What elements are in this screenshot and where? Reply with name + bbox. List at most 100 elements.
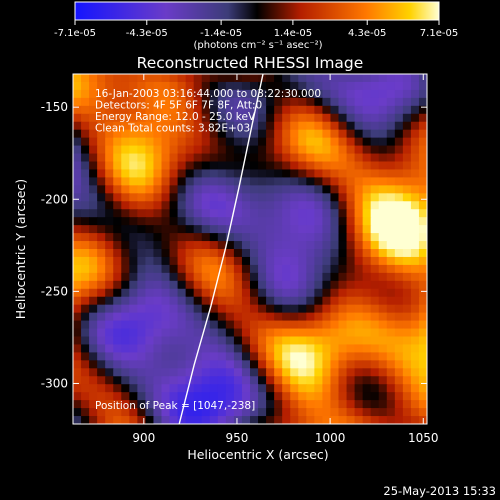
heatmap-cell [258, 241, 267, 250]
heatmap-cell [258, 105, 267, 115]
heatmap-cell [290, 256, 299, 266]
heatmap-cell [241, 416, 251, 424]
x-tick-label: 950 [226, 431, 249, 445]
heatmap-cell [282, 121, 291, 131]
heatmap-cell [250, 264, 259, 274]
heatmap-cell [105, 328, 114, 338]
heatmap-cell [161, 74, 171, 83]
heatmap-cell [314, 209, 324, 218]
heatmap-cell [338, 280, 348, 290]
heatmap-cell [145, 225, 155, 234]
heatmap-cell [81, 74, 90, 83]
heatmap-cell [105, 272, 114, 282]
heatmap-cell [306, 352, 315, 361]
heatmap-cell [314, 328, 324, 338]
heatmap-cell [105, 249, 114, 258]
heatmap-cell [306, 304, 315, 314]
heatmap-cell [89, 360, 98, 369]
heatmap-cell [185, 153, 195, 163]
heatmap-cell [81, 121, 90, 131]
heatmap-cell [177, 153, 187, 163]
heatmap-cell [209, 161, 219, 171]
heatmap-cell [306, 360, 315, 369]
heatmap-cell [346, 296, 356, 306]
heatmap-cell [410, 145, 420, 155]
heatmap-cell [129, 408, 138, 417]
heatmap-cell [322, 384, 332, 393]
heatmap-cell [225, 368, 235, 377]
heatmap-cell [274, 296, 283, 306]
heatmap-cell [161, 241, 171, 250]
heatmap-cell [233, 241, 243, 250]
heatmap-cell [153, 320, 163, 330]
heatmap-cell [330, 113, 340, 123]
heatmap-cell [89, 89, 98, 99]
heatmap-cell [258, 400, 267, 409]
heatmap-cell [81, 225, 90, 234]
heatmap-cell [274, 193, 283, 202]
heatmap-cell [185, 400, 195, 409]
heatmap-cell [161, 384, 171, 393]
heatmap-cell [330, 233, 340, 242]
heatmap-cell [217, 129, 227, 139]
heatmap-cell [193, 272, 203, 282]
heatmap-cell [354, 352, 364, 361]
heatmap-cell [346, 288, 356, 298]
heatmap-cell [185, 145, 195, 155]
colorbar-tick-label: -7.1e-05 [54, 28, 96, 39]
heatmap-cell [338, 81, 348, 91]
heatmap-cell [201, 113, 211, 123]
heatmap-cell [298, 352, 307, 361]
heatmap-cell [145, 264, 155, 274]
heatmap-cell [306, 74, 315, 83]
heatmap-cell [418, 201, 427, 210]
heatmap-cell [121, 264, 130, 274]
heatmap-cell [250, 272, 259, 282]
heatmap-cell [370, 296, 380, 306]
heatmap-cell [282, 416, 291, 424]
heatmap-cell [169, 336, 179, 346]
heatmap-cell [225, 185, 235, 194]
heatmap-cell [129, 137, 138, 147]
heatmap-cell [274, 280, 283, 290]
heatmap-cell [193, 81, 203, 91]
heatmap-cell [338, 344, 348, 353]
heatmap-cell [161, 225, 171, 234]
heatmap-cell [354, 217, 364, 226]
heatmap-cell [394, 161, 404, 171]
heatmap-cell [113, 328, 122, 338]
heatmap-cell [386, 193, 396, 202]
heatmap-cell [233, 256, 243, 266]
heatmap-cell [233, 121, 243, 131]
heatmap-cell [241, 280, 251, 290]
heatmap-cell [314, 161, 324, 171]
heatmap-cell [386, 113, 396, 123]
heatmap-cell [362, 264, 372, 274]
heatmap-cell [298, 105, 307, 115]
heatmap-cell [105, 233, 114, 242]
heatmap-cell [250, 137, 259, 147]
heatmap-cell [161, 352, 171, 361]
heatmap-cell [97, 81, 106, 91]
heatmap-cell [121, 105, 130, 115]
heatmap-cell [314, 368, 324, 377]
heatmap-cell [418, 360, 427, 369]
heatmap-cell [370, 416, 380, 424]
heatmap-cell [258, 368, 267, 377]
heatmap-cell [121, 304, 130, 314]
colorbar-tick-label: -1.4e-05 [200, 28, 242, 39]
heatmap-cell [217, 272, 227, 282]
heatmap-cell [225, 288, 235, 298]
heatmap-cell [386, 408, 396, 417]
heatmap-cell [81, 304, 90, 314]
heatmap-cell [266, 280, 275, 290]
heatmap-cell [322, 336, 332, 346]
heatmap-cell [338, 129, 348, 139]
heatmap-cell [169, 352, 179, 361]
heatmap-cell [418, 256, 427, 266]
heatmap-cell [250, 376, 259, 385]
heatmap-cell [73, 225, 82, 234]
heatmap-cell [402, 241, 412, 250]
heatmap-cell [193, 225, 203, 234]
heatmap-cell [394, 129, 404, 139]
